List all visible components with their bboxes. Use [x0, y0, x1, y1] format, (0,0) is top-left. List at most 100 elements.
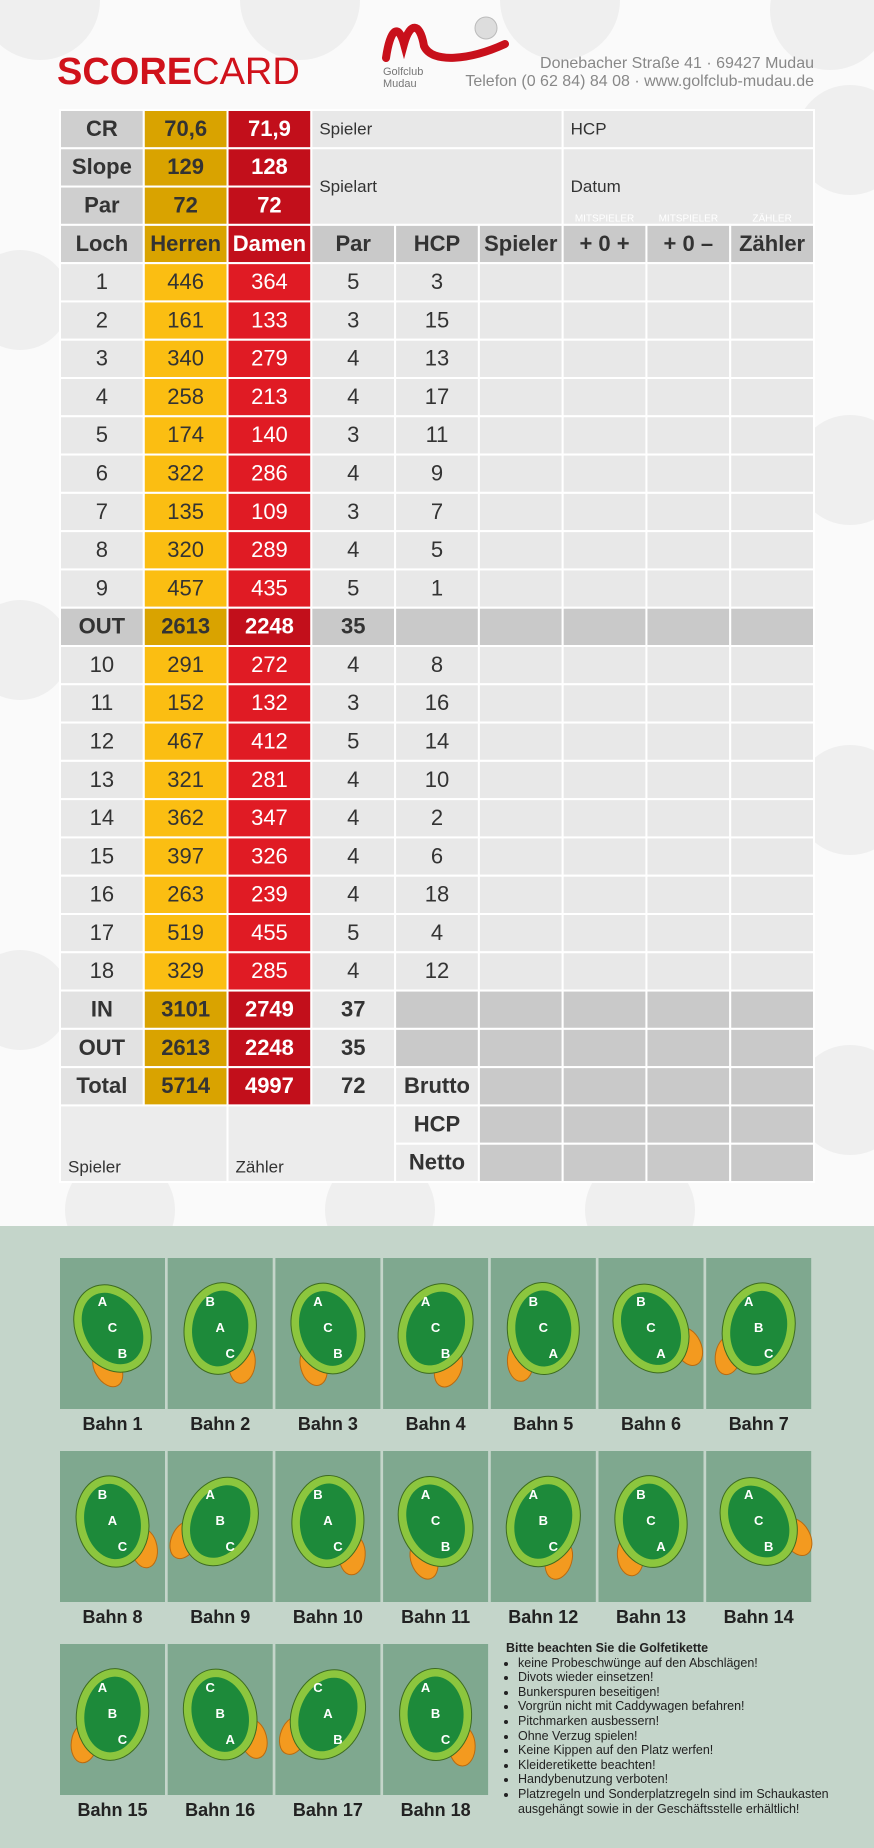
hole-cell — [645, 798, 732, 839]
pin: C — [646, 1513, 656, 1528]
green — [278, 1669, 366, 1760]
etiquette: Bitte beachten Sie die Golfetikette kein… — [506, 1641, 850, 1816]
pin: A — [313, 1294, 323, 1309]
putting-green — [407, 1676, 464, 1753]
sum-cell — [310, 1027, 397, 1069]
sum-cell — [310, 606, 397, 648]
pin: A — [549, 1346, 559, 1361]
netto-cell — [561, 1104, 648, 1145]
rating-herren-text: 129 — [167, 154, 204, 179]
sum-cell — [477, 989, 564, 1030]
hole-cell-text: 362 — [167, 805, 204, 830]
pin: A — [421, 1487, 431, 1502]
hole-cell — [561, 453, 648, 494]
rating-label-text: Slope — [72, 154, 132, 179]
hole-cell — [645, 568, 732, 609]
hole-cell-text: 16 — [425, 690, 449, 715]
rating-damen — [226, 109, 313, 150]
green — [70, 1668, 150, 1764]
hole-cell — [394, 415, 480, 456]
hole-cell-text: 4 — [347, 384, 359, 409]
hole-cell — [142, 415, 229, 456]
hole-cell-text: 5 — [96, 422, 108, 447]
field — [310, 147, 564, 226]
sum-cell — [394, 989, 480, 1030]
column-header-text: Loch — [76, 231, 129, 256]
signer-text: Zähler — [236, 1157, 285, 1176]
rating-herren-text: 72 — [173, 193, 197, 218]
hole-cell — [59, 415, 145, 456]
pin: C — [539, 1320, 549, 1335]
hole-cell — [226, 300, 313, 341]
hole-cell-text: 9 — [431, 461, 443, 486]
hole-cell-text: 135 — [167, 499, 204, 524]
hole-cell — [394, 530, 480, 571]
sum-cell — [59, 1027, 145, 1069]
hole-cell — [226, 683, 313, 724]
sum-cell-text: OUT — [79, 614, 126, 639]
sum-cell-text: 2749 — [245, 997, 294, 1022]
hole-cell — [310, 798, 397, 839]
etiquette-item: Keine Kippen auf den Platz werfen! — [518, 1743, 850, 1758]
hole-cell — [561, 913, 648, 954]
hole-cell — [394, 453, 480, 494]
putting-green — [728, 1485, 790, 1558]
hole-cell — [645, 836, 732, 877]
hole-cell — [561, 951, 648, 992]
green-label: Bahn 1 — [82, 1414, 142, 1434]
hole-cell-text: 6 — [431, 843, 443, 868]
green — [505, 1475, 581, 1580]
pin: A — [98, 1680, 108, 1695]
hole-cell — [142, 377, 229, 418]
hole-cell — [729, 798, 816, 839]
hole-cell-text: 16 — [90, 882, 114, 907]
hole-cell — [477, 530, 564, 571]
green-label: Bahn 10 — [293, 1607, 363, 1627]
hole-cell-text: 322 — [167, 461, 204, 486]
pin: C — [206, 1680, 216, 1695]
hole-cell — [561, 530, 648, 571]
hole-cell — [561, 683, 648, 724]
sum-cell — [645, 606, 732, 648]
sum-cell — [729, 1066, 816, 1107]
logo-ball — [474, 16, 498, 40]
pin: B — [98, 1487, 107, 1502]
sum-cell — [226, 989, 313, 1030]
sum-cell — [477, 606, 564, 648]
hole-cell — [645, 453, 732, 494]
green-label: Bahn 17 — [293, 1800, 363, 1820]
hole-cell — [477, 759, 564, 801]
hole-cell-text: 9 — [96, 575, 108, 600]
netto-cell — [645, 1142, 732, 1183]
pin: B — [118, 1346, 127, 1361]
green-label: Bahn 11 — [401, 1607, 470, 1627]
hole-cell — [59, 913, 145, 954]
hole-cell — [477, 645, 564, 686]
hole-cell-text: 174 — [167, 422, 204, 447]
putting-green — [191, 1677, 249, 1752]
hole-cell — [59, 453, 145, 494]
hole-cell — [645, 683, 732, 724]
rating-damen — [226, 185, 313, 226]
hole-cell — [226, 530, 313, 571]
hole-cell-text: 14 — [425, 729, 449, 754]
netto-cell — [729, 1142, 816, 1183]
etiquette-title: Bitte beachten Sie die Golfetikette — [506, 1641, 709, 1655]
sum-cell — [477, 1066, 564, 1107]
field-text: HCP — [571, 120, 607, 139]
sum-cell-text: 2613 — [161, 1035, 210, 1060]
hole-cell-text: 7 — [431, 499, 443, 524]
sum-cell — [394, 606, 480, 648]
field-text: Datum — [571, 177, 621, 196]
putting-green — [298, 1677, 358, 1752]
green-label: Bahn 2 — [190, 1414, 250, 1434]
logo-text: Mudau — [383, 78, 417, 90]
green — [183, 1282, 257, 1384]
hole-cell-text: 4 — [347, 537, 359, 562]
hole-cell — [645, 645, 732, 686]
sum-cell-text: Total — [76, 1073, 127, 1098]
hole-cell — [310, 568, 397, 609]
hole-cell-text: 329 — [167, 958, 204, 983]
hole-cell — [729, 491, 816, 533]
